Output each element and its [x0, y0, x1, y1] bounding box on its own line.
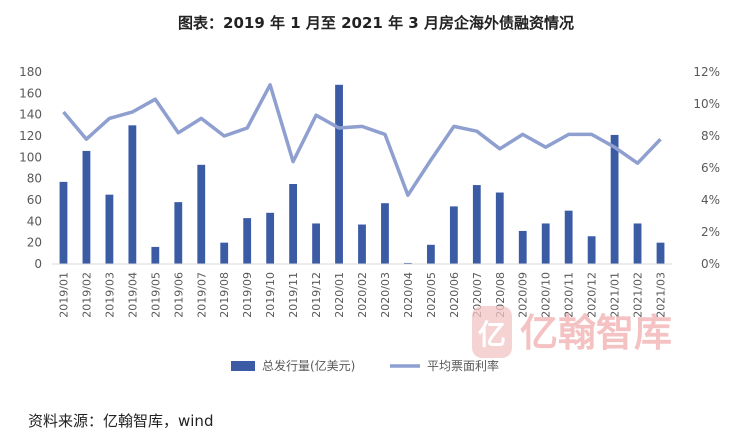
bar-2019/02 [82, 150, 91, 264]
rate-line [62, 83, 662, 197]
bar-2020/08 [495, 192, 504, 264]
source-note: 资料来源：亿翰智库，wind [28, 412, 214, 430]
right-axis-tick: 2% [701, 225, 720, 239]
chart: 图表：2019 年 1 月至 2021 年 3 月房企海外债融资情况 0 20 40… [19, 14, 720, 373]
bar-2020/10 [541, 223, 550, 264]
x-tick-label: 2020/05 [425, 272, 438, 318]
bar-2019/06 [174, 202, 183, 264]
bar-2020/02 [358, 224, 366, 264]
x-tick-label: 2019/07 [195, 272, 208, 318]
bar-2019/04 [128, 125, 137, 264]
legend-bar-label: 总发行量(亿美元) [262, 358, 355, 373]
left-axis-tick: 100 [19, 150, 42, 164]
right-axis-tick: 6% [701, 161, 720, 175]
bar-2019/08 [220, 242, 229, 264]
bar-2020/07 [472, 185, 481, 264]
x-tick-label: 2019/09 [241, 272, 254, 318]
bar-2019/11 [289, 184, 298, 264]
bar-2020/03 [381, 203, 389, 264]
bar-2020/09 [518, 230, 527, 264]
x-tick-label: 2020/01 [333, 272, 346, 318]
left-axis-tick: 180 [19, 65, 42, 79]
x-tick-label: 2019/01 [57, 272, 70, 318]
x-tick-label: 2020/06 [448, 272, 461, 318]
left-axis-tick: 80 [27, 172, 42, 186]
x-tick-label: 2019/04 [126, 272, 139, 318]
x-tick-label: 2019/03 [103, 272, 116, 318]
bar-2021/02 [633, 223, 642, 264]
bar-2020/05 [426, 244, 435, 264]
watermark-logo: 亿 亿翰智库 [472, 306, 672, 358]
right-axis-tick: 4% [701, 193, 720, 207]
right-axis-tick: 10% [693, 97, 720, 111]
x-tick-label: 2021/03 [655, 272, 668, 318]
x-tick-label: 2019/08 [218, 272, 231, 318]
bar-2019/12 [312, 223, 320, 264]
bar-2021/01 [610, 134, 619, 264]
x-tick-label: 2019/11 [287, 272, 300, 318]
x-tick-label: 2021/01 [609, 272, 622, 318]
bar-2019/01 [59, 181, 68, 264]
left-axis-tick: 120 [19, 129, 42, 143]
left-axis-tick: 140 [19, 108, 42, 122]
bar-2019/10 [266, 212, 275, 264]
x-tick-label: 2020/03 [379, 272, 392, 318]
x-tick-label: 2019/02 [80, 272, 93, 318]
svg-text:亿: 亿 [478, 318, 506, 351]
x-tick-label: 2020/02 [356, 272, 369, 318]
bar-2019/03 [105, 194, 114, 264]
x-tick-label: 2019/10 [264, 272, 277, 318]
bar-2020/12 [587, 236, 596, 264]
left-axis-tick: 60 [27, 193, 42, 207]
x-tick-label: 2020/12 [586, 272, 599, 318]
x-tick-label: 2021/02 [632, 272, 645, 318]
left-axis-tick: 40 [27, 214, 42, 228]
x-tick-label: 2020/09 [517, 272, 530, 318]
x-tick-label: 2020/04 [402, 272, 415, 318]
legend-bar-swatch [231, 361, 255, 371]
bar-2020/06 [449, 206, 458, 264]
x-tick-label: 2020/11 [563, 272, 576, 318]
right-axis-tick: 8% [701, 129, 720, 143]
left-axis-tick: 20 [27, 236, 42, 250]
x-tick-label: 2019/06 [172, 272, 185, 318]
legend-line-label: 平均票面利率 [427, 358, 499, 373]
chart-title: 图表：2019 年 1 月至 2021 年 3 月房企海外债融资情况 [178, 14, 574, 32]
bar-2019/09 [243, 218, 252, 264]
bar-2021/03 [656, 242, 665, 264]
x-tick-label: 2019/05 [149, 272, 162, 318]
right-axis-tick: 12% [693, 65, 720, 79]
left-axis-tick: 0 [34, 257, 42, 271]
bar-2019/07 [197, 164, 206, 264]
x-tick-label: 2020/10 [540, 272, 553, 318]
bar-2020/01 [335, 84, 343, 264]
bar-2019/05 [151, 246, 160, 264]
left-axis-tick: 160 [19, 86, 42, 100]
bar-2020/04 [404, 262, 412, 264]
watermark-text: 亿翰智库 [520, 311, 672, 355]
x-tick-label: 2019/12 [310, 272, 323, 318]
right-axis-tick: 0% [701, 257, 720, 271]
bar-2020/11 [564, 210, 573, 264]
